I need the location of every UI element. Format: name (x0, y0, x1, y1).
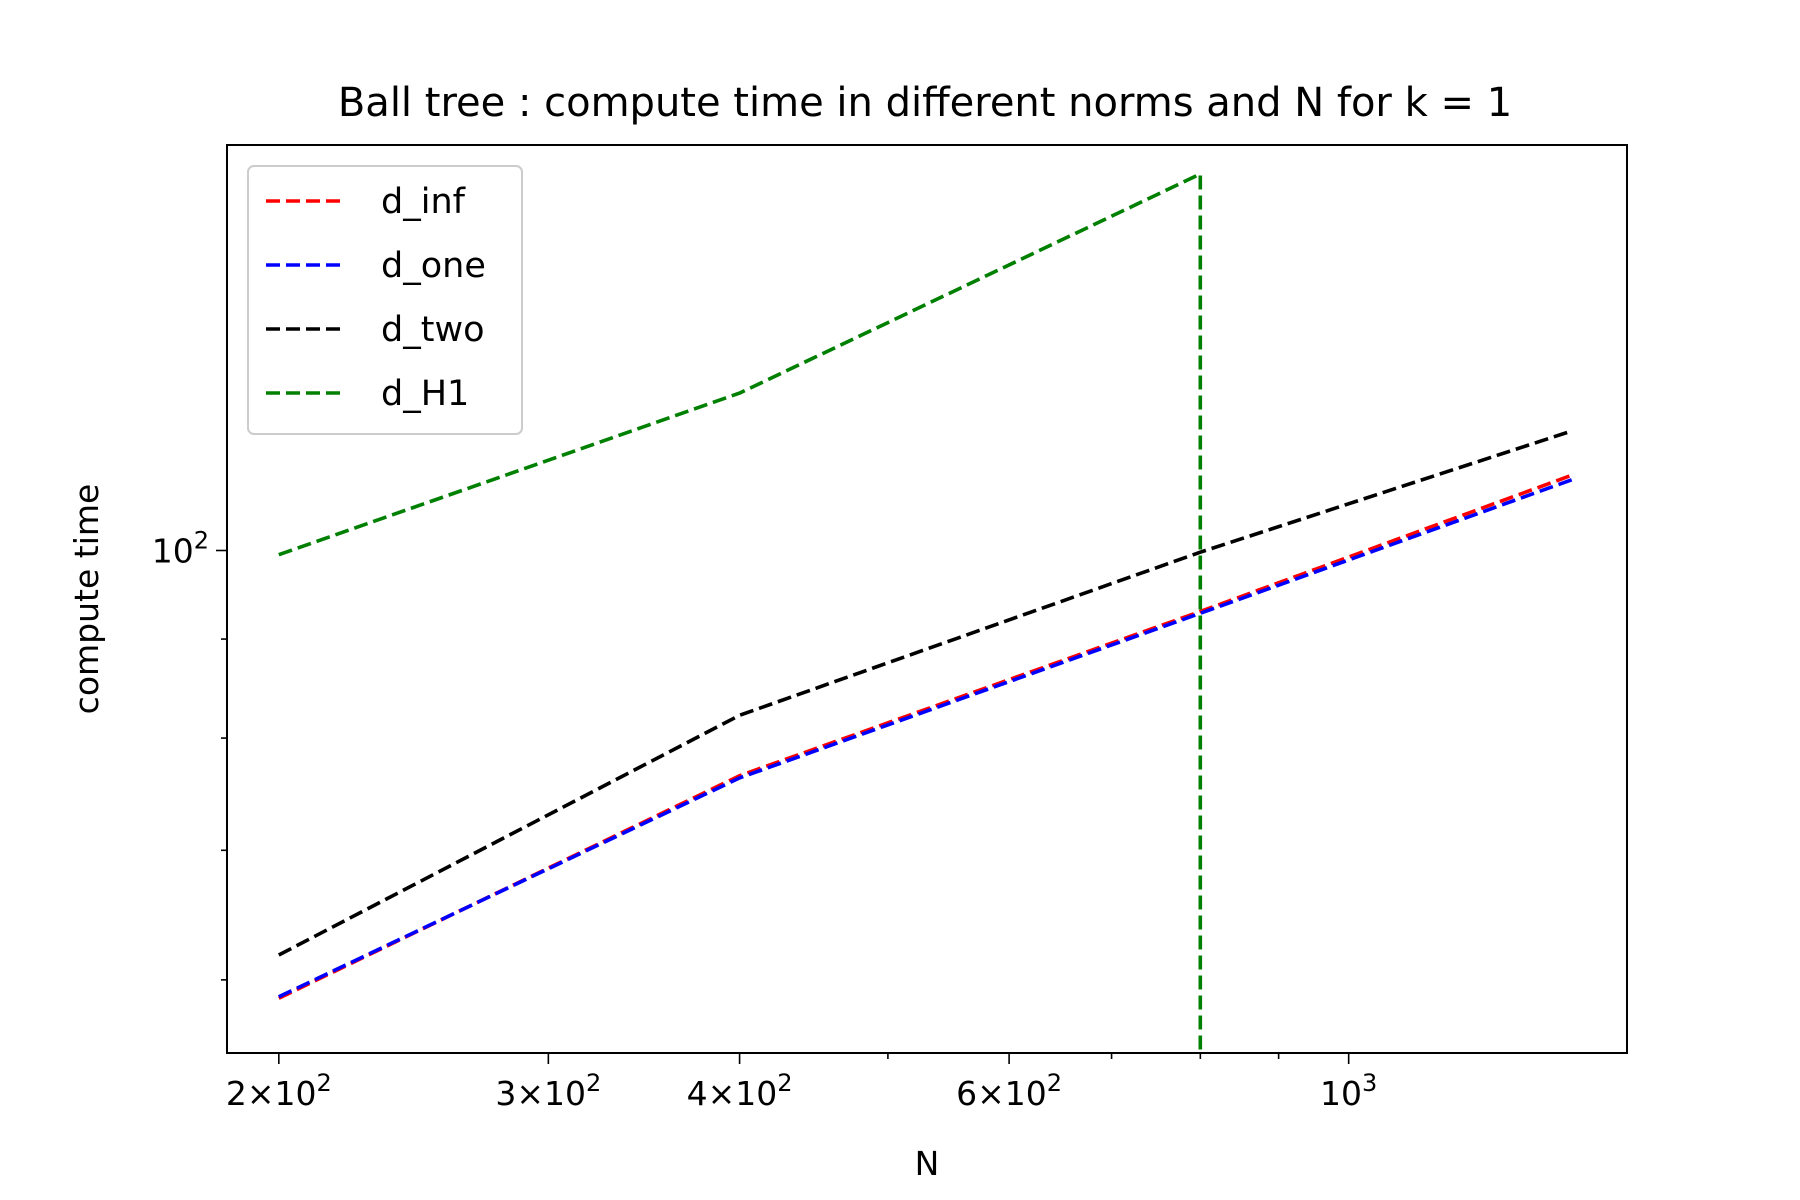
x-tick-label: 6×102 (956, 1069, 1062, 1113)
axis-ticks: 2×102 3×102 4×102 6×102 103 102 (152, 526, 1378, 1113)
x-tick-label: 2×102 (226, 1069, 332, 1113)
legend: d_inf d_one d_two d_H1 (247, 165, 523, 435)
legend-label-d-inf: d_inf (381, 182, 466, 222)
series-line-d-two (277, 429, 1573, 957)
x-tick-label: 4×102 (687, 1069, 793, 1113)
x-tick-label: 103 (1320, 1069, 1377, 1113)
chart-title: Ball tree : compute time in different no… (338, 80, 1512, 126)
series-line-d-one (278, 477, 1573, 999)
series-line-d-h1 (278, 172, 1203, 1053)
axes-frame (226, 144, 1628, 1054)
y-axis-label: compute time (67, 484, 106, 715)
x-tick-label: 3×102 (495, 1069, 601, 1113)
legend-label-d-two: d_two (381, 310, 484, 350)
legend-box (247, 165, 523, 435)
y-tick-label: 102 (152, 526, 209, 570)
x-axis-label: N (915, 1144, 940, 1183)
legend-label-d-one: d_one (381, 246, 486, 286)
series-line-d-inf (278, 473, 1573, 1000)
legend-label-d-h1: d_H1 (381, 374, 469, 414)
plot-area (277, 172, 1573, 1053)
